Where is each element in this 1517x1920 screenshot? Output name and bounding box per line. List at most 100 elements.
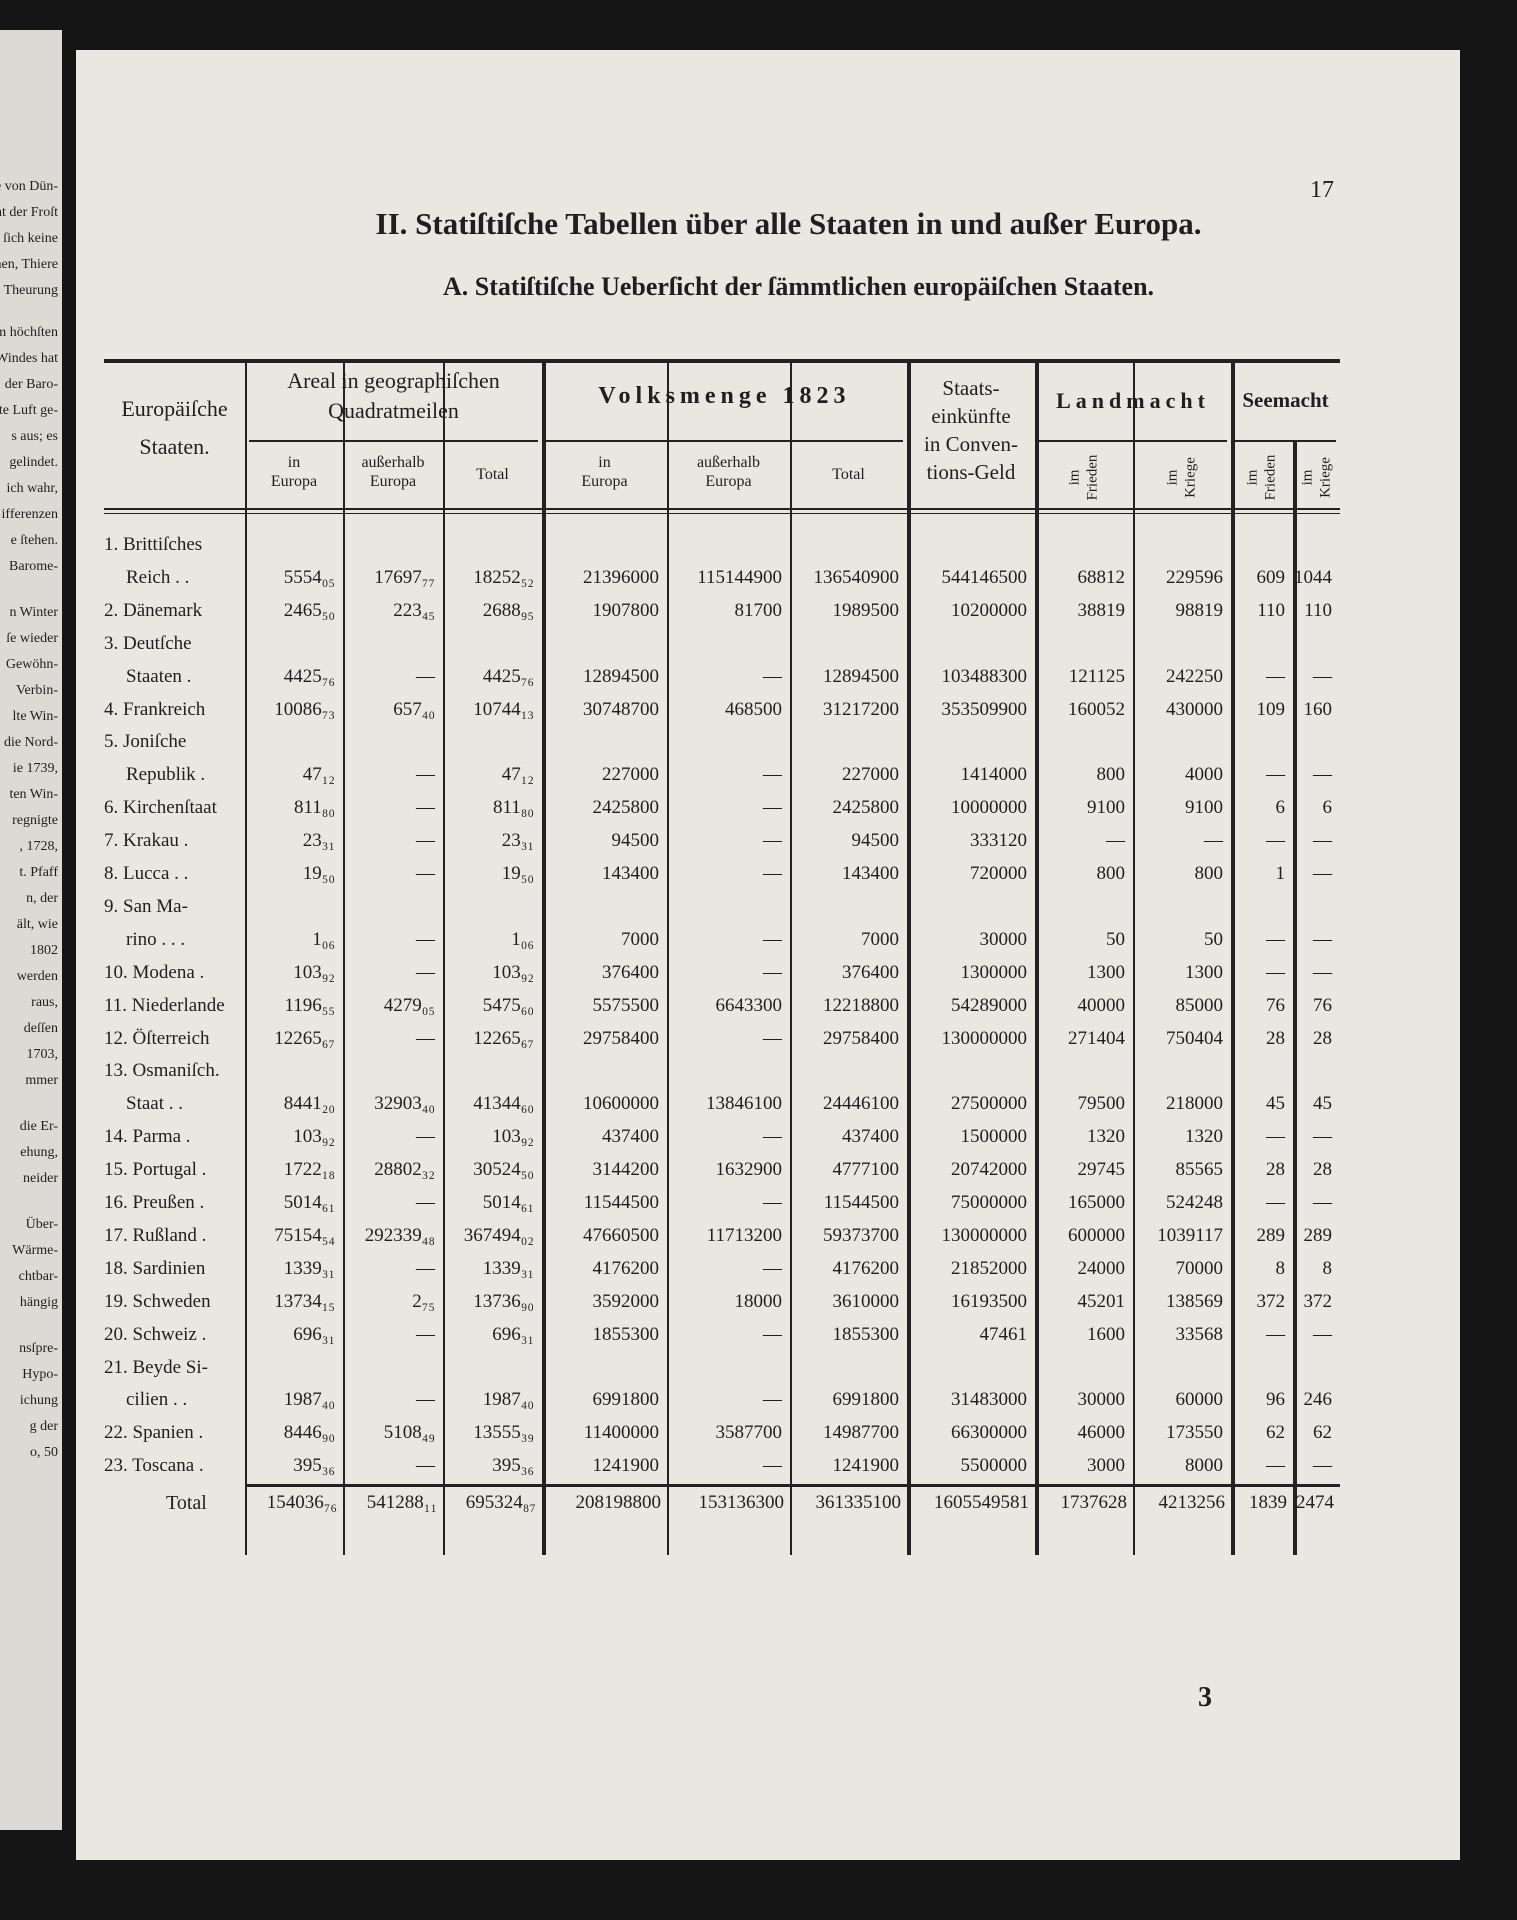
cell: 28 <box>1266 1027 1285 1049</box>
cell: 1241900 <box>592 1455 660 1477</box>
column-line <box>542 359 546 1555</box>
cell: 10200000 <box>951 599 1027 621</box>
cell: 85565 <box>1175 1159 1224 1181</box>
header-revenue: einkünfte <box>931 404 1011 428</box>
cell: — <box>416 830 435 852</box>
cell: 47₁₂ <box>302 764 335 786</box>
left-page-line: die Er- <box>19 1119 58 1134</box>
cell: 800 <box>1096 863 1126 884</box>
paper <box>76 50 1460 1860</box>
left-page-line: chtbar- <box>18 1269 58 1284</box>
cell: 75000000 <box>951 1192 1027 1213</box>
total-cell: 4213256 <box>1158 1492 1226 1513</box>
left-page-line: ie 1739, <box>12 761 58 776</box>
cell: 4777100 <box>832 1159 900 1181</box>
left-page-line: ifferenzen <box>1 507 58 522</box>
cell: — <box>763 863 782 884</box>
state-name: 5. Joniſche <box>104 731 187 753</box>
column-line <box>1293 440 1297 1555</box>
cell: 6991800 <box>832 1389 900 1411</box>
subheader: Europa <box>270 473 318 490</box>
cell: — <box>1266 1192 1285 1213</box>
cell: 173550 <box>1166 1422 1223 1444</box>
cell: 103₉₂ <box>293 1126 335 1148</box>
cell: 28802₃₂ <box>374 1159 435 1181</box>
cell: 1855300 <box>592 1323 660 1345</box>
cell: — <box>1313 863 1332 884</box>
cell: 30524₅₀ <box>473 1159 534 1181</box>
cell: 271404 <box>1068 1027 1125 1049</box>
cell: 143400 <box>602 863 659 884</box>
cell: — <box>416 1027 435 1049</box>
cell: — <box>1266 1455 1285 1477</box>
cell: — <box>1266 1323 1285 1345</box>
cell: 1632900 <box>715 1159 783 1181</box>
page-number: 17 <box>1310 177 1334 203</box>
state-name: 9. San Ma- <box>104 895 188 917</box>
cell: 1339₃₁ <box>482 1257 534 1279</box>
cell: 94500 <box>851 830 900 852</box>
cell: 10000000 <box>951 797 1027 819</box>
left-page-line: der Baro- <box>4 377 58 392</box>
left-page-line: regnigte <box>12 813 58 828</box>
cell: 70000 <box>1175 1257 1224 1279</box>
cell: 62 <box>1313 1422 1332 1444</box>
cell: 5014₆₁ <box>482 1192 534 1213</box>
cell: 45 <box>1313 1093 1332 1115</box>
cell: 696₃₁ <box>293 1323 335 1345</box>
subheader: im <box>1066 469 1083 486</box>
cell: 12894500 <box>583 665 659 687</box>
header-army: Landmacht <box>1056 388 1210 413</box>
cell: 13846100 <box>706 1093 782 1115</box>
cell: 8000 <box>1185 1455 1223 1477</box>
cell: 376400 <box>842 961 899 983</box>
cell: — <box>416 1126 435 1148</box>
total-cell: 154036₇₆ <box>266 1492 337 1513</box>
cell: 2425800 <box>592 797 660 819</box>
left-page-line: nt der Froſt <box>0 205 58 220</box>
cell: 811₈₀ <box>492 797 534 819</box>
header-states: Staaten. <box>139 434 210 459</box>
state-name: 18. Sardinien <box>104 1257 206 1279</box>
cell: — <box>763 961 782 983</box>
cell: 696₃₁ <box>492 1323 534 1345</box>
left-page-line: Gewöhn- <box>5 657 58 672</box>
cell: — <box>1266 830 1285 852</box>
cell: 23₃₁ <box>302 830 335 852</box>
left-page-line: hängig <box>19 1295 58 1310</box>
header-areal: Quadratmeilen <box>328 398 459 423</box>
cell: — <box>416 1455 435 1477</box>
rule <box>104 513 1340 514</box>
cell: 6 <box>1322 797 1333 819</box>
cell: 46000 <box>1077 1422 1126 1444</box>
state-name: 8. Lucca . . <box>104 863 189 884</box>
cell: 160 <box>1303 698 1333 720</box>
cell: 242250 <box>1166 665 1223 687</box>
cell: — <box>1266 1126 1285 1148</box>
left-page-line: n Winter <box>9 605 58 620</box>
cell: 524248 <box>1166 1192 1223 1213</box>
cell: 4000 <box>1185 764 1223 786</box>
cell: 11400000 <box>583 1422 659 1444</box>
cell: 8441₂₀ <box>283 1093 335 1115</box>
cell: 12894500 <box>823 665 899 687</box>
cell: 14987700 <box>823 1422 899 1444</box>
left-page-line: ten Win- <box>9 787 58 802</box>
cell: 121125 <box>1068 665 1125 687</box>
total-cell: 695324₈₇ <box>465 1492 536 1513</box>
cell: — <box>1313 764 1332 786</box>
column-line <box>790 359 792 1555</box>
column-line <box>343 359 345 1555</box>
subtitle: A. Statiſtiſche Ueberſicht der ſämmtlich… <box>442 272 1155 301</box>
cell: 47₁₂ <box>501 764 534 786</box>
left-page-line: raus, <box>31 995 58 1010</box>
cell: 21396000 <box>583 566 659 588</box>
cell: — <box>763 1389 782 1411</box>
cell: — <box>763 764 782 786</box>
cell: 1300000 <box>960 961 1028 983</box>
left-page-line: gelindet. <box>9 455 58 470</box>
left-page-line: Theurung <box>3 283 58 298</box>
cell: 800 <box>1096 764 1126 786</box>
cell: — <box>1313 665 1332 687</box>
cell: 1500000 <box>960 1126 1028 1148</box>
